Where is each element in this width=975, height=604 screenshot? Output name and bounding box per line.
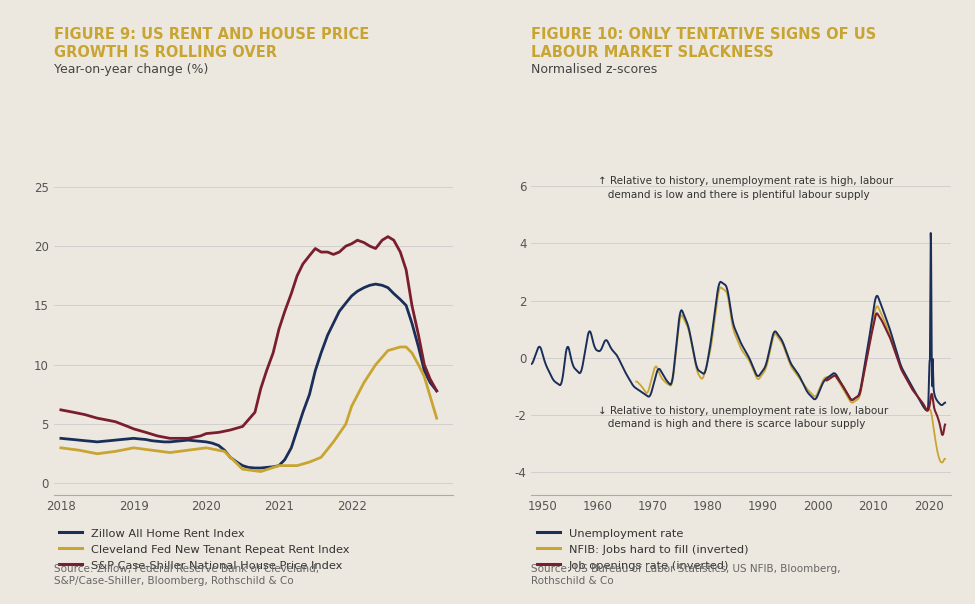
Legend: Zillow All Home Rent Index, Cleveland Fed New Tenant Repeat Rent Index, S&P Case: Zillow All Home Rent Index, Cleveland Fe… bbox=[59, 527, 350, 571]
Text: ↓ Relative to history, unemployment rate is low, labour
   demand is high and th: ↓ Relative to history, unemployment rate… bbox=[599, 406, 888, 429]
Text: ↑ Relative to history, unemployment rate is high, labour
   demand is low and th: ↑ Relative to history, unemployment rate… bbox=[599, 176, 894, 200]
Text: Source: US Bureau of Labor Statistics, US NFIB, Bloomberg,
Rothschild & Co: Source: US Bureau of Labor Statistics, U… bbox=[531, 564, 840, 586]
Text: Year-on-year change (%): Year-on-year change (%) bbox=[54, 63, 208, 76]
Text: FIGURE 10: ONLY TENTATIVE SIGNS OF US: FIGURE 10: ONLY TENTATIVE SIGNS OF US bbox=[531, 27, 877, 42]
Legend: Unemployment rate, NFIB: Jobs hard to fill (inverted), Job openings rate (invert: Unemployment rate, NFIB: Jobs hard to fi… bbox=[537, 527, 749, 571]
Text: GROWTH IS ROLLING OVER: GROWTH IS ROLLING OVER bbox=[54, 45, 277, 60]
Text: Normalised z-scores: Normalised z-scores bbox=[531, 63, 657, 76]
Text: Source: Zillow, Federal Reserve Bank of Cleveland,
S&P/Case-Shiller, Bloomberg, : Source: Zillow, Federal Reserve Bank of … bbox=[54, 564, 319, 586]
Text: FIGURE 9: US RENT AND HOUSE PRICE: FIGURE 9: US RENT AND HOUSE PRICE bbox=[54, 27, 369, 42]
Text: LABOUR MARKET SLACKNESS: LABOUR MARKET SLACKNESS bbox=[531, 45, 774, 60]
